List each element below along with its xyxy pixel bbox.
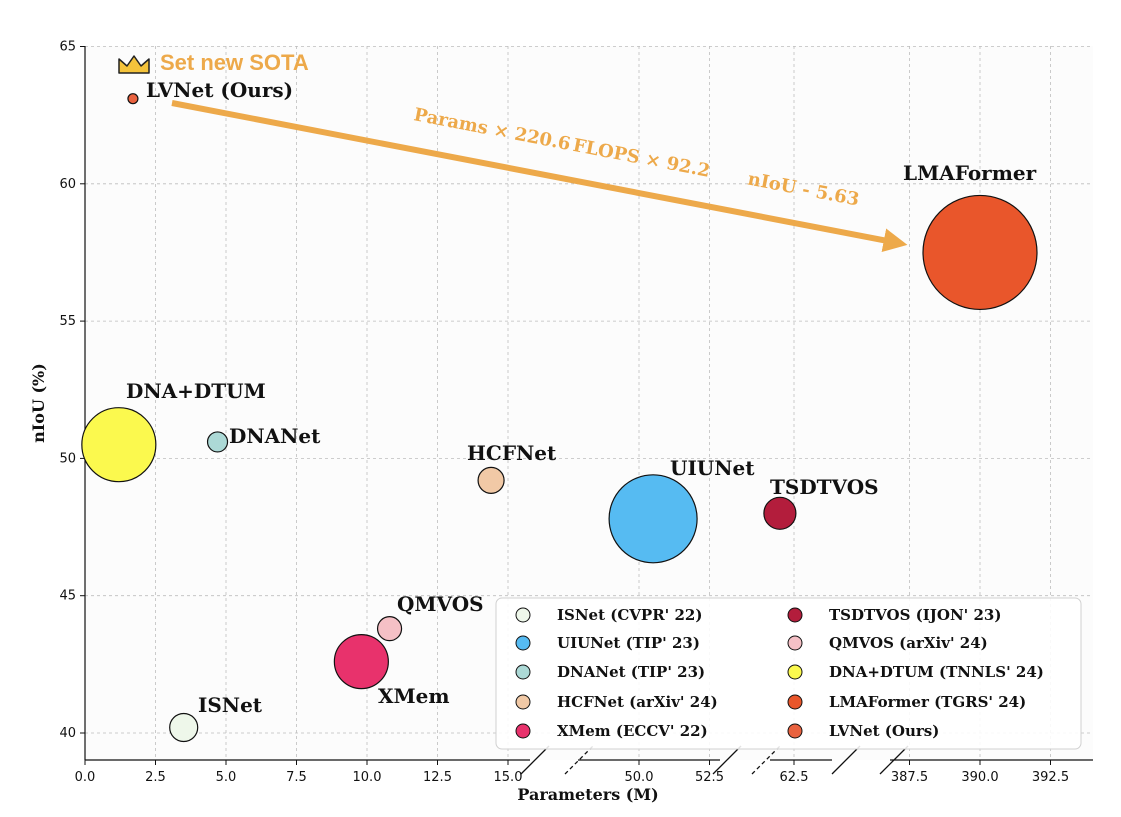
axis-break-mark bbox=[712, 745, 742, 775]
legend-marker bbox=[515, 607, 531, 623]
x-tick-label: 7.5 bbox=[286, 770, 307, 785]
point-label: ISNet bbox=[198, 693, 263, 717]
axis-break-mark bbox=[831, 745, 861, 775]
y-tick-label: 40 bbox=[59, 726, 76, 741]
y-axis-label: nIoU (%) bbox=[29, 363, 48, 443]
legend-marker bbox=[787, 664, 803, 680]
point-labels: ISNet UIUNet DNANet HCFNet XMem TSDTVOS QMVOS D… bbox=[126, 78, 1037, 717]
legend-marker bbox=[787, 694, 803, 710]
point-label: LMAFormer bbox=[903, 161, 1037, 185]
axis-break-mark bbox=[520, 745, 550, 775]
point-label: TSDTVOS bbox=[770, 475, 879, 499]
x-tick-label: 10.0 bbox=[353, 770, 382, 785]
data-point bbox=[81, 407, 157, 483]
y-tick-label: 65 bbox=[59, 40, 76, 55]
data-point bbox=[922, 194, 1038, 311]
x-tick-label: 15.0 bbox=[494, 770, 523, 785]
legend-label: DNA+DTUM (TNNLS' 24) bbox=[829, 663, 1044, 681]
point-label: DNANet bbox=[229, 424, 321, 448]
point-label: LVNet (Ours) bbox=[146, 78, 293, 102]
legend-marker bbox=[515, 664, 531, 680]
x-ticks: 0.0 2.5 5.0 7.5 10.0 12.5 15.0 50.0 52.5 62.5 387.… bbox=[75, 760, 1069, 785]
data-point bbox=[376, 616, 403, 642]
legend-label: HCFNet (arXiv' 24) bbox=[557, 693, 718, 711]
x-tick-label: 50.0 bbox=[625, 770, 654, 785]
data-point bbox=[477, 466, 505, 494]
legend-marker bbox=[515, 635, 531, 651]
legend-marker bbox=[515, 723, 531, 739]
axes bbox=[84, 46, 1093, 761]
x-tick-label: 392.5 bbox=[1032, 770, 1069, 785]
legend-marker bbox=[787, 723, 803, 739]
legend-marker bbox=[787, 607, 803, 623]
legend-label: TSDTVOS (IJON' 23) bbox=[829, 606, 1001, 624]
data-point bbox=[206, 431, 229, 453]
legend-label: LVNet (Ours) bbox=[829, 722, 939, 740]
x-tick-label: 0.0 bbox=[75, 770, 96, 785]
point-label: UIUNet bbox=[670, 456, 755, 480]
x-tick-label: 387.5 bbox=[891, 770, 928, 785]
legend-label: DNANet (TIP' 23) bbox=[557, 663, 705, 681]
point-label: XMem bbox=[378, 684, 450, 708]
y-tick-label: 50 bbox=[59, 451, 76, 466]
data-points bbox=[81, 93, 1038, 743]
data-point bbox=[608, 474, 698, 564]
legend-marker bbox=[787, 635, 803, 651]
legend-label: LMAFormer (TGRS' 24) bbox=[829, 693, 1026, 711]
legend-label: ISNet (CVPR' 22) bbox=[557, 606, 702, 624]
x-tick-label: 390.0 bbox=[961, 770, 998, 785]
x-tick-label: 62.5 bbox=[780, 770, 809, 785]
y-tick-label: 45 bbox=[59, 589, 76, 604]
data-point bbox=[169, 712, 199, 743]
axis-breaks bbox=[520, 745, 909, 775]
legend-label: UIUNet (TIP' 23) bbox=[557, 634, 700, 652]
point-label: HCFNet bbox=[467, 441, 557, 465]
point-label: QMVOS bbox=[397, 592, 484, 616]
x-tick-label: 52.5 bbox=[695, 770, 724, 785]
crown-icon bbox=[118, 55, 150, 74]
legend-label: XMem (ECCV' 22) bbox=[557, 722, 708, 740]
legend: ISNet (CVPR' 22) UIUNet (TIP' 23) DNANet (… bbox=[495, 597, 1082, 750]
sota-annotation: Set new SOTA bbox=[160, 50, 309, 75]
data-point bbox=[333, 634, 389, 690]
data-point bbox=[127, 93, 139, 105]
legend-label: QMVOS (arXiv' 24) bbox=[829, 634, 988, 652]
axis-break-mark bbox=[879, 745, 909, 775]
legend-marker bbox=[515, 694, 531, 710]
arrow-line bbox=[171, 100, 908, 253]
data-point bbox=[763, 496, 797, 530]
x-axis-label: Parameters (M) bbox=[517, 785, 658, 804]
x-tick-label: 12.5 bbox=[423, 770, 452, 785]
y-tick-label: 55 bbox=[59, 314, 76, 329]
y-tick-label: 60 bbox=[59, 177, 76, 192]
y-ticks: 40 45 50 55 60 65 bbox=[59, 40, 85, 741]
x-tick-label: 2.5 bbox=[145, 770, 166, 785]
point-label: DNA+DTUM bbox=[126, 379, 266, 403]
x-tick-label: 5.0 bbox=[216, 770, 237, 785]
